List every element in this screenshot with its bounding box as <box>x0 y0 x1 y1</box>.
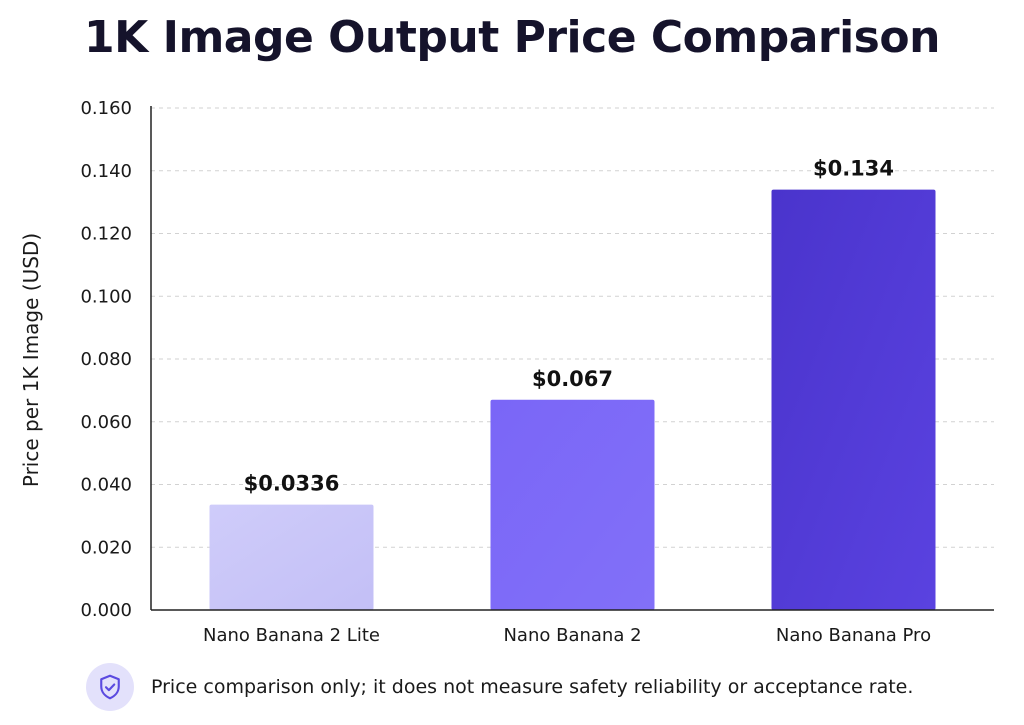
y-tick-label: 0.020 <box>80 537 132 558</box>
y-tick-label: 0.140 <box>80 161 132 182</box>
bar-value-label: $0.0336 <box>244 472 340 496</box>
shield-check-icon <box>86 663 134 711</box>
bar-2 <box>490 399 655 610</box>
y-tick-label: 0.080 <box>80 349 132 370</box>
x-category-label: Nano Banana 2 Lite <box>203 625 380 646</box>
y-axis-title: Price per 1K Image (USD) <box>19 233 43 487</box>
footnote: Price comparison only; it does not measu… <box>86 662 913 712</box>
bar-3 <box>771 189 936 610</box>
y-tick-label: 0.160 <box>80 98 132 119</box>
y-tick-label: 0.060 <box>80 412 132 433</box>
y-tick-label: 0.120 <box>80 224 132 245</box>
footnote-text: Price comparison only; it does not measu… <box>151 676 914 698</box>
x-category-label: Nano Banana Pro <box>776 625 931 646</box>
bar-chart: 0.000 0.020 0.040 0.060 0.080 0.100 0.120 0.140… <box>19 98 994 646</box>
y-tick-label: 0.100 <box>80 286 132 307</box>
bar-value-label: $0.067 <box>532 367 613 391</box>
bar-1 <box>209 504 374 610</box>
y-tick-label: 0.040 <box>80 475 132 496</box>
x-category-label: Nano Banana 2 <box>503 625 641 646</box>
y-tick-label: 0.000 <box>80 600 132 621</box>
chart-title: 1K Image Output Price Comparison <box>84 12 940 63</box>
bar-value-label: $0.134 <box>813 157 894 181</box>
